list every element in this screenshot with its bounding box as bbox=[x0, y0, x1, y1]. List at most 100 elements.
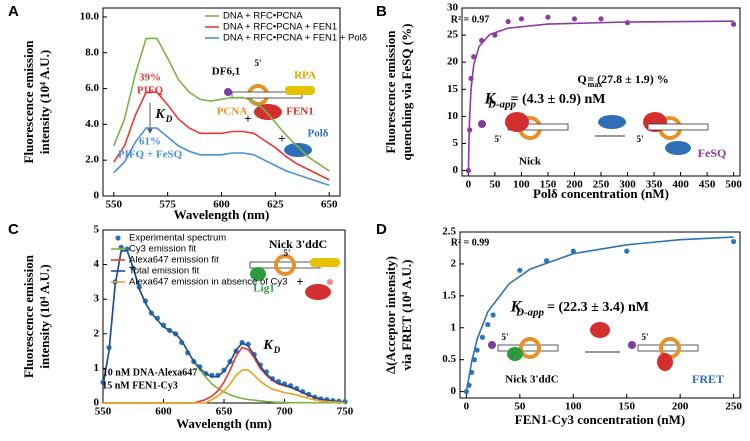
annotation: = (27.8 ± 1.9) % bbox=[587, 72, 668, 86]
y-axis-label: Fluorescence emission bbox=[21, 40, 36, 164]
legend-label: Alexa647 emission fit bbox=[129, 255, 219, 266]
legend-label: DNA + RFC•PCNA + FEN1 + Polδ bbox=[223, 33, 367, 44]
annotation: + bbox=[278, 131, 285, 146]
data-point bbox=[518, 16, 525, 22]
x-tick-label: 550 bbox=[95, 406, 112, 418]
data-point bbox=[731, 21, 737, 27]
x-axis-label: Polδ concentration (nM) bbox=[533, 186, 669, 201]
panel-label: D bbox=[376, 221, 387, 238]
data-point bbox=[730, 238, 737, 245]
x-tick-label: 250 bbox=[593, 179, 610, 191]
annotation: Q bbox=[577, 72, 586, 86]
y-axis-label: quenching via FeSQ (%) bbox=[399, 24, 414, 161]
plot-frame bbox=[459, 231, 741, 399]
annotation: max bbox=[588, 80, 603, 89]
panel-label: C bbox=[8, 221, 19, 238]
annotation: 5' bbox=[254, 58, 261, 68]
x-tick-label: 50 bbox=[489, 179, 501, 191]
annotation: 15 nM FEN1-Cy3 bbox=[102, 380, 178, 391]
x-tick-label: 750 bbox=[337, 406, 354, 418]
legend-label: Cy3 emission fit bbox=[129, 244, 196, 255]
y-axis-label: Fluorescence emission bbox=[21, 254, 36, 378]
series-line bbox=[113, 127, 330, 187]
y-tick-label: 25 bbox=[447, 29, 459, 41]
y-tick-label: 8.0 bbox=[85, 46, 99, 58]
annotation: + bbox=[244, 111, 251, 126]
y-tick-label: 20 bbox=[447, 56, 459, 68]
x-axis-label: Wavelength (nm) bbox=[174, 207, 270, 222]
annotation: DF6,1 bbox=[212, 66, 240, 78]
annotation: PIFQ + FeSQ bbox=[118, 149, 183, 161]
y-tick-label: 1 bbox=[94, 362, 100, 374]
annotation: 10 nM DNA-Alexa647 bbox=[103, 367, 197, 378]
x-tick-label: 250 bbox=[725, 401, 742, 413]
y-tick-label: 5 bbox=[94, 224, 100, 236]
legend-label: Alexa647 emission in absence of Cy3 bbox=[129, 277, 287, 288]
y-tick-label: 2.0 bbox=[85, 154, 99, 166]
y-tick-label: 2.5 bbox=[442, 226, 456, 238]
y-tick-label: 10 bbox=[447, 110, 459, 122]
x-tick-label: 600 bbox=[213, 199, 230, 211]
cartoon-d bbox=[488, 322, 699, 371]
x-tick-label: 575 bbox=[159, 199, 176, 211]
annotation: 5' bbox=[494, 134, 501, 144]
series-line bbox=[113, 37, 330, 172]
annotation: + bbox=[296, 274, 303, 289]
x-tick-label: 600 bbox=[155, 406, 172, 418]
annotation: D bbox=[273, 345, 281, 355]
cartoon-a bbox=[147, 84, 315, 157]
annotation: D-app bbox=[487, 99, 517, 111]
y-tick-label: 0.5 bbox=[442, 353, 456, 365]
data-point bbox=[624, 248, 630, 254]
x-tick-label: 200 bbox=[672, 401, 689, 413]
y-tick-label: 1.5 bbox=[442, 289, 456, 301]
annotation: 61% bbox=[139, 136, 161, 148]
panel-label: A bbox=[8, 3, 19, 20]
x-tick-label: 400 bbox=[672, 179, 689, 191]
data-point bbox=[517, 267, 523, 273]
annotation: K bbox=[484, 91, 497, 108]
annotation: PCNA bbox=[217, 106, 248, 118]
y-axis-label: via FRET (10⁴ A.U.) bbox=[399, 260, 414, 371]
legend-marker bbox=[115, 235, 121, 241]
y-tick-label: 3 bbox=[94, 293, 100, 305]
annotation: K bbox=[510, 299, 523, 316]
y-tick-label: 30 bbox=[447, 2, 459, 14]
data-point bbox=[490, 312, 496, 318]
y-tick-label: 0 bbox=[94, 397, 100, 409]
x-tick-label: 100 bbox=[565, 401, 582, 413]
y-tick-label: 5 bbox=[453, 137, 459, 149]
panel-label: B bbox=[376, 3, 387, 20]
annotation: Nick bbox=[519, 156, 542, 168]
data-point bbox=[485, 321, 491, 328]
annotation: FRET bbox=[692, 372, 724, 386]
series-line bbox=[102, 250, 346, 403]
annotation: 39% bbox=[139, 72, 161, 84]
x-tick-label: 700 bbox=[276, 406, 293, 418]
legend-label: DNA + RFC•PCNA bbox=[223, 11, 303, 22]
annotation: = (22.3 ± 3.4) nM bbox=[547, 300, 649, 315]
annotation: Nick 3'ddC bbox=[269, 237, 327, 251]
annotation: Polδ bbox=[308, 128, 329, 140]
data-point bbox=[463, 389, 470, 395]
x-tick-label: 550 bbox=[106, 199, 123, 211]
x-tick-label: 500 bbox=[725, 179, 742, 191]
x-tick-label: 150 bbox=[618, 401, 635, 413]
data-point bbox=[570, 248, 576, 254]
data-point bbox=[474, 347, 480, 353]
annotation: 5' bbox=[641, 332, 648, 342]
legend-label: Experimental spectrum bbox=[129, 233, 226, 244]
x-tick-label: 100 bbox=[513, 179, 530, 191]
legend-label: Total emission fit bbox=[129, 266, 200, 277]
annotation: 5' bbox=[501, 332, 508, 342]
data-point bbox=[598, 16, 604, 22]
x-tick-label: 650 bbox=[321, 199, 338, 211]
series-line bbox=[113, 91, 330, 181]
x-axis-label: FEN1-Cy3 concentration (nM) bbox=[515, 412, 685, 427]
x-tick-label: 0 bbox=[466, 179, 472, 191]
x-tick-label: 0 bbox=[464, 401, 470, 413]
cartoon-b bbox=[478, 112, 709, 155]
annotation: 5' bbox=[636, 134, 643, 144]
series-line bbox=[103, 369, 346, 404]
